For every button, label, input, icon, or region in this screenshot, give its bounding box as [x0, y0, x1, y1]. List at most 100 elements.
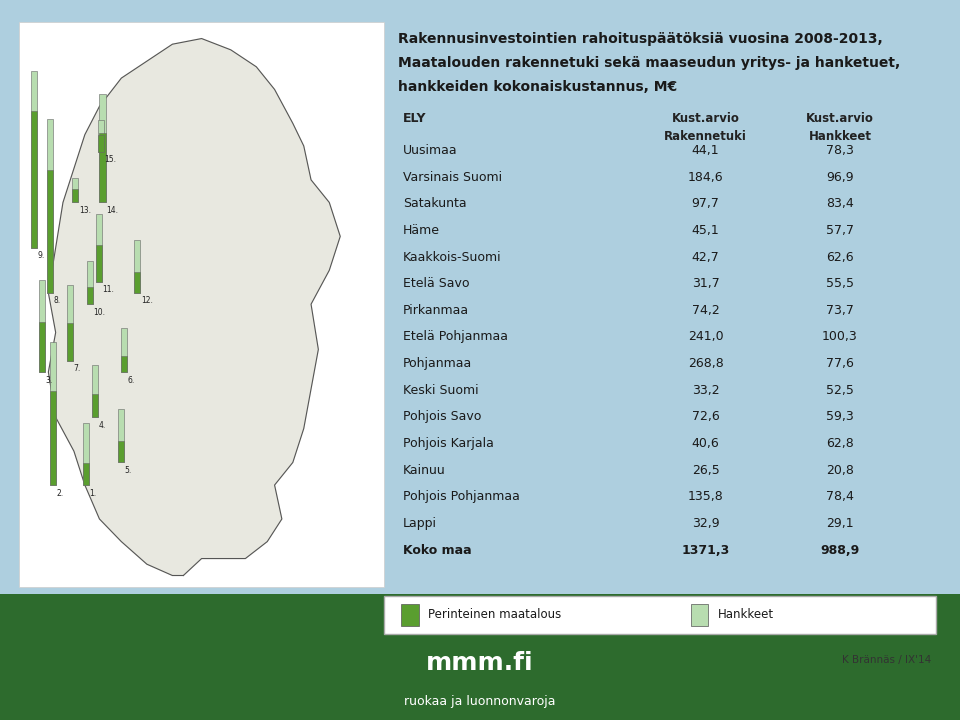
- Text: 13.: 13.: [79, 206, 91, 215]
- Bar: [98, 135, 104, 152]
- Bar: [401, 604, 419, 626]
- Bar: [0, 594, 960, 720]
- Text: 32,9: 32,9: [692, 517, 719, 530]
- Text: 97,7: 97,7: [691, 197, 720, 210]
- Text: Koko maa: Koko maa: [403, 544, 471, 557]
- Text: Etelä Pohjanmaa: Etelä Pohjanmaa: [403, 330, 508, 343]
- Text: 44,1: 44,1: [692, 144, 719, 157]
- Text: 184,6: 184,6: [687, 171, 724, 184]
- Text: 74,2: 74,2: [692, 304, 719, 317]
- Bar: [134, 272, 140, 293]
- Text: 100,3: 100,3: [822, 330, 858, 343]
- Text: 988,9: 988,9: [821, 544, 859, 557]
- Text: 29,1: 29,1: [827, 517, 853, 530]
- Bar: [100, 133, 106, 202]
- Text: hankkeiden kokonaiskustannus, M€: hankkeiden kokonaiskustannus, M€: [398, 80, 678, 94]
- Bar: [134, 240, 140, 293]
- Text: Pirkanmaa: Pirkanmaa: [403, 304, 469, 317]
- Bar: [118, 441, 124, 462]
- Text: 1.: 1.: [89, 489, 97, 498]
- Text: 77,6: 77,6: [826, 357, 854, 370]
- Text: Pohjois Pohjanmaa: Pohjois Pohjanmaa: [403, 490, 520, 503]
- Text: Pohjois Karjala: Pohjois Karjala: [403, 437, 494, 450]
- Text: Rakennusinvestointien rahoituspäätöksiä vuosina 2008-2013,: Rakennusinvestointien rahoituspäätöksiä …: [398, 32, 883, 46]
- Bar: [86, 287, 93, 304]
- Bar: [46, 171, 53, 293]
- Bar: [92, 395, 98, 418]
- Text: Uusimaa: Uusimaa: [403, 144, 458, 157]
- Bar: [39, 323, 45, 372]
- Bar: [50, 342, 57, 485]
- Text: Kust.arvio: Kust.arvio: [672, 112, 739, 125]
- Text: 135,8: 135,8: [687, 490, 724, 503]
- Text: Kust.arvio: Kust.arvio: [806, 112, 874, 125]
- Bar: [0, 0, 960, 594]
- Bar: [96, 215, 102, 282]
- Text: Häme: Häme: [403, 224, 441, 237]
- Text: ELY: ELY: [403, 112, 426, 125]
- Bar: [50, 391, 57, 485]
- Text: 26,5: 26,5: [692, 464, 719, 477]
- Bar: [384, 596, 936, 634]
- Bar: [72, 189, 78, 202]
- Bar: [96, 245, 102, 282]
- Text: 31,7: 31,7: [692, 277, 719, 290]
- Text: 7.: 7.: [73, 364, 81, 373]
- Text: Kaakkois-Suomi: Kaakkois-Suomi: [403, 251, 502, 264]
- Bar: [121, 356, 128, 372]
- Bar: [118, 409, 124, 462]
- Text: 1371,3: 1371,3: [682, 544, 730, 557]
- Text: Rakennetuki: Rakennetuki: [664, 130, 747, 143]
- Text: 241,0: 241,0: [687, 330, 724, 343]
- Text: 3.: 3.: [46, 376, 53, 384]
- Text: 6.: 6.: [128, 376, 135, 384]
- Text: 78,4: 78,4: [826, 490, 854, 503]
- Text: Varsinais Suomi: Varsinais Suomi: [403, 171, 502, 184]
- Text: Maatalouden rakennetuki sekä maaseudun yritys- ja hanketuet,: Maatalouden rakennetuki sekä maaseudun y…: [398, 56, 900, 70]
- Text: mmm.fi: mmm.fi: [426, 652, 534, 675]
- Text: Pohjanmaa: Pohjanmaa: [403, 357, 472, 370]
- Bar: [100, 94, 106, 202]
- Text: 268,8: 268,8: [687, 357, 724, 370]
- Bar: [19, 22, 384, 587]
- Text: Etelä Savo: Etelä Savo: [403, 277, 469, 290]
- Text: 78,3: 78,3: [826, 144, 854, 157]
- Text: 55,5: 55,5: [826, 277, 854, 290]
- Text: 14.: 14.: [107, 206, 118, 215]
- Bar: [72, 179, 78, 202]
- Text: Hankkeet: Hankkeet: [808, 130, 872, 143]
- Text: 12.: 12.: [141, 297, 153, 305]
- Text: 5.: 5.: [125, 466, 132, 475]
- Text: 96,9: 96,9: [827, 171, 853, 184]
- Text: 42,7: 42,7: [692, 251, 719, 264]
- Text: 62,6: 62,6: [827, 251, 853, 264]
- Text: 2.: 2.: [57, 489, 64, 498]
- Text: 10.: 10.: [93, 308, 106, 317]
- Bar: [121, 328, 128, 372]
- Bar: [86, 261, 93, 304]
- Polygon shape: [48, 39, 340, 575]
- Text: 11.: 11.: [103, 285, 114, 294]
- Bar: [83, 463, 89, 485]
- Text: 73,7: 73,7: [826, 304, 854, 317]
- Bar: [39, 280, 45, 372]
- Text: 72,6: 72,6: [692, 410, 719, 423]
- Text: 83,4: 83,4: [827, 197, 853, 210]
- Text: 8.: 8.: [53, 297, 60, 305]
- Bar: [66, 286, 73, 361]
- Text: ruokaa ja luonnonvaroja: ruokaa ja luonnonvaroja: [404, 695, 556, 708]
- Bar: [98, 120, 104, 152]
- Bar: [32, 111, 37, 248]
- Text: 15.: 15.: [105, 156, 116, 164]
- Bar: [92, 365, 98, 418]
- Text: 57,7: 57,7: [826, 224, 854, 237]
- Text: 59,3: 59,3: [827, 410, 853, 423]
- Text: Kainuu: Kainuu: [403, 464, 446, 477]
- Text: 52,5: 52,5: [826, 384, 854, 397]
- Text: 9.: 9.: [37, 251, 45, 261]
- Text: 40,6: 40,6: [692, 437, 719, 450]
- Text: Hankkeet: Hankkeet: [718, 608, 774, 621]
- Text: K Brännäs / IX'14: K Brännäs / IX'14: [842, 655, 931, 665]
- Bar: [691, 604, 708, 626]
- Text: 20,8: 20,8: [826, 464, 854, 477]
